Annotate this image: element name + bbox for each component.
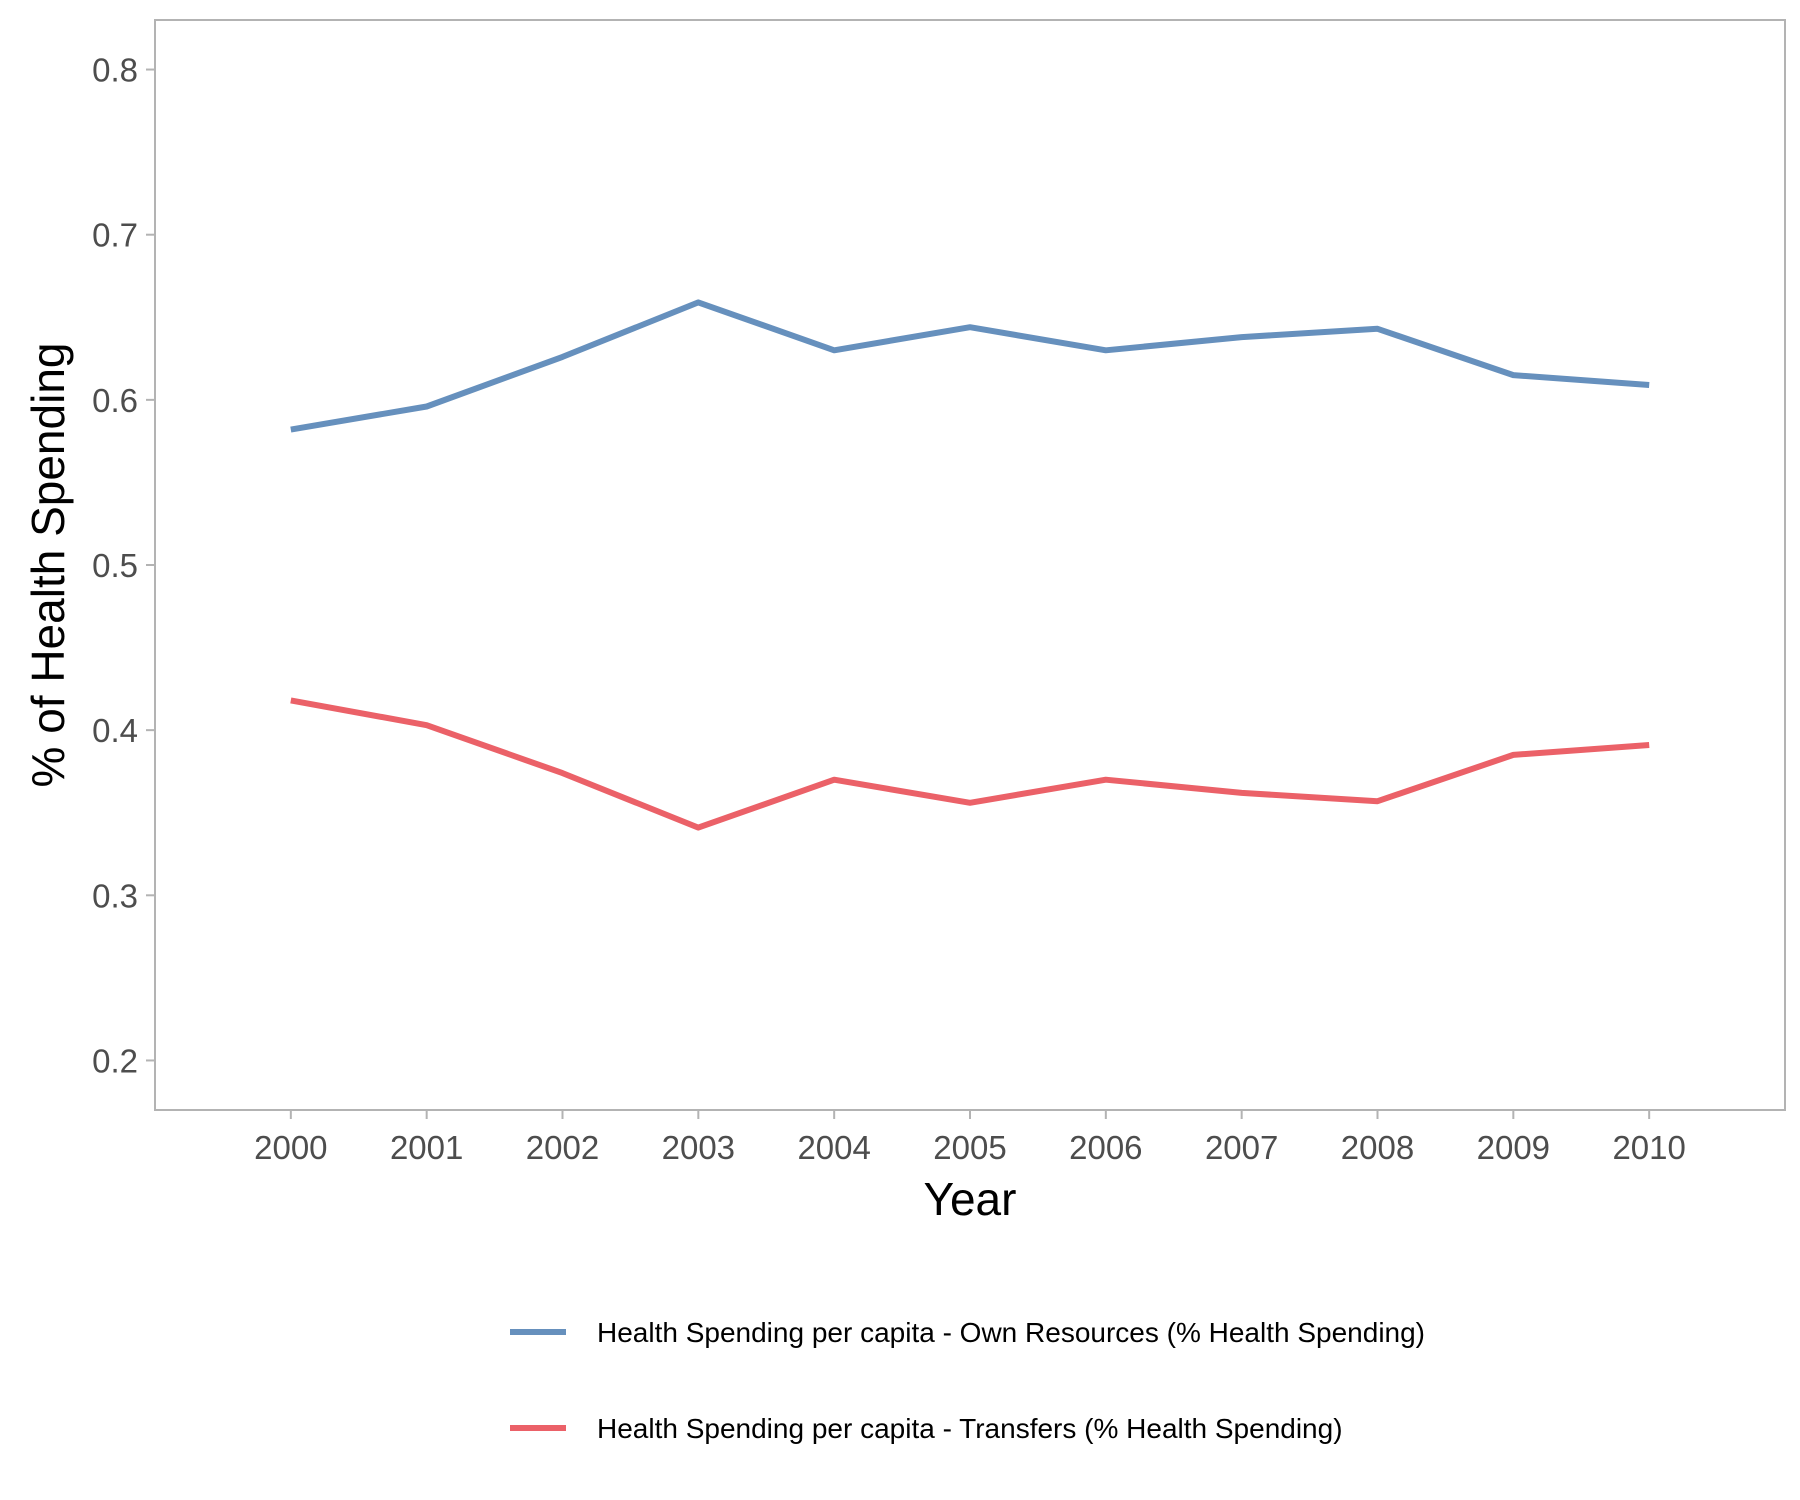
x-tick-label: 2010 (1612, 1129, 1685, 1166)
x-tick-label: 2009 (1477, 1129, 1550, 1166)
x-axis-title: Year (924, 1173, 1017, 1225)
x-tick-label: 2004 (797, 1129, 870, 1166)
y-tick-label: 0.7 (92, 217, 138, 254)
x-tick-label: 2001 (390, 1129, 463, 1166)
y-tick-label: 0.3 (92, 877, 138, 914)
legend-label-transfers: Health Spending per capita - Transfers (… (597, 1413, 1343, 1444)
plot-panel (154, 19, 1786, 1111)
x-tick-label: 2006 (1069, 1129, 1142, 1166)
x-tick-label: 2000 (254, 1129, 327, 1166)
x-axis: 2000 2001 2002 2003 2004 2005 2006 2007 2008 2009… (254, 1110, 1686, 1166)
series-line-transfers (290, 697, 1650, 831)
x-tick-label: 2008 (1341, 1129, 1414, 1166)
y-tick-label: 0.4 (92, 712, 138, 749)
x-tick-label: 2005 (933, 1129, 1006, 1166)
x-tick-label: 2002 (526, 1129, 599, 1166)
y-tick-label: 0.6 (92, 382, 138, 419)
legend-label-own-resources: Health Spending per capita - Own Resourc… (597, 1317, 1425, 1348)
x-tick-label: 2007 (1205, 1129, 1278, 1166)
y-tick-label: 0.2 (92, 1042, 138, 1079)
y-tick-label: 0.5 (92, 547, 138, 584)
series-line-own-resources (290, 299, 1650, 433)
legend: Health Spending per capita - Own Resourc… (510, 1317, 1425, 1444)
y-axis: 0.2 0.3 0.4 0.5 0.6 0.7 0.8 (92, 52, 155, 1079)
x-tick-label: 2003 (662, 1129, 735, 1166)
y-axis-title: % of Health Spending (22, 343, 74, 788)
y-tick-label: 0.8 (92, 52, 138, 89)
series-lines (290, 299, 1650, 831)
